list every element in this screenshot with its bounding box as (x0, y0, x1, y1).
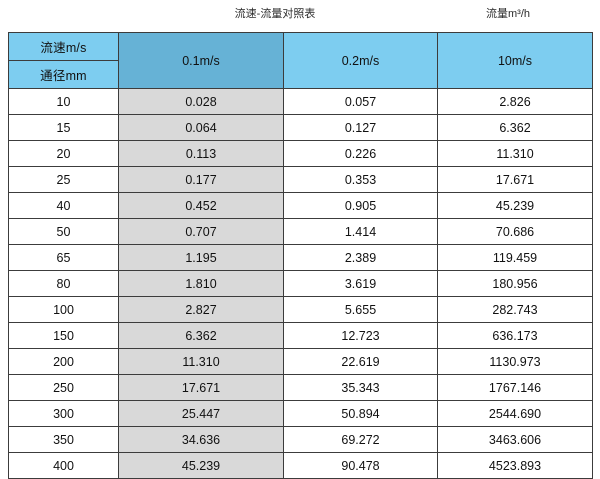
bore-diameter-cell: 150 (8, 322, 119, 349)
table-row: 15 0.064 0.127 6.362 (8, 114, 593, 141)
flow-value-cell: 11.310 (437, 140, 593, 167)
flow-value-cell: 3463.606 (437, 426, 593, 453)
flow-value-cell: 1767.146 (437, 374, 593, 401)
caption-strip: 流速-流量对照表 流量m³/h (0, 0, 600, 31)
flow-value-cell: 50.894 (283, 400, 438, 427)
bore-diameter-cell: 350 (8, 426, 119, 453)
bore-diameter-cell: 200 (8, 348, 119, 375)
flow-value-cell: 282.743 (437, 296, 593, 323)
flow-value-cell: 180.956 (437, 270, 593, 297)
flow-value-cell: 636.173 (437, 322, 593, 349)
flow-value-cell: 70.686 (437, 218, 593, 245)
flow-value-cell: 17.671 (437, 166, 593, 193)
flow-value-cell: 6.362 (118, 322, 284, 349)
flow-value-cell: 0.064 (118, 114, 284, 141)
corner-header-velocity: 流速m/s (8, 32, 119, 61)
chart-title: 流速-流量对照表 (234, 8, 316, 20)
flow-value-cell: 0.452 (118, 192, 284, 219)
flow-value-cell: 45.239 (437, 192, 593, 219)
flow-value-cell: 0.177 (118, 166, 284, 193)
header-row-bottom: 通径mm (8, 60, 593, 89)
table-row: 20 0.113 0.226 11.310 (8, 140, 593, 167)
bore-diameter-cell: 40 (8, 192, 119, 219)
flow-value-cell: 2.389 (283, 244, 438, 271)
bore-diameter-cell: 20 (8, 140, 119, 167)
table-head: 流速m/s 0.1m/s 0.2m/s 10m/s 通径mm (8, 32, 593, 89)
bore-diameter-cell: 15 (8, 114, 119, 141)
flow-velocity-table-container: 流速m/s 0.1m/s 0.2m/s 10m/s 通径mm 10 0.028 0.… (8, 32, 593, 479)
bore-diameter-cell: 50 (8, 218, 119, 245)
bore-diameter-cell: 65 (8, 244, 119, 271)
table-row: 50 0.707 1.414 70.686 (8, 218, 593, 245)
column-header-2: 10m/s (437, 32, 593, 89)
bore-diameter-cell: 300 (8, 400, 119, 427)
flow-value-cell: 0.057 (283, 88, 438, 115)
flow-value-cell: 2544.690 (437, 400, 593, 427)
table-row: 80 1.810 3.619 180.956 (8, 270, 593, 297)
bore-diameter-cell: 100 (8, 296, 119, 323)
flow-value-cell: 5.655 (283, 296, 438, 323)
table-row: 40 0.452 0.905 45.239 (8, 192, 593, 219)
column-header-0: 0.1m/s (118, 32, 284, 89)
bore-diameter-cell: 80 (8, 270, 119, 297)
table-row: 250 17.671 35.343 1767.146 (8, 374, 593, 401)
table-body: 10 0.028 0.057 2.826 15 0.064 0.127 6.362 20 0.11… (8, 88, 593, 479)
table-row: 300 25.447 50.894 2544.690 (8, 400, 593, 427)
flow-value-cell: 6.362 (437, 114, 593, 141)
flow-value-cell: 34.636 (118, 426, 284, 453)
flow-value-cell: 1.195 (118, 244, 284, 271)
table-row: 10 0.028 0.057 2.826 (8, 88, 593, 115)
flow-unit-label: 流量m³/h (486, 8, 530, 20)
column-header-1: 0.2m/s (283, 32, 438, 89)
table-row: 200 11.310 22.619 1130.973 (8, 348, 593, 375)
bore-diameter-cell: 250 (8, 374, 119, 401)
table-row: 100 2.827 5.655 282.743 (8, 296, 593, 323)
flow-value-cell: 0.353 (283, 166, 438, 193)
flow-value-cell: 25.447 (118, 400, 284, 427)
flow-velocity-table: 流速m/s 0.1m/s 0.2m/s 10m/s 通径mm 10 0.028 0.… (8, 32, 593, 479)
table-row: 65 1.195 2.389 119.459 (8, 244, 593, 271)
table-row: 350 34.636 69.272 3463.606 (8, 426, 593, 453)
flow-value-cell: 1.414 (283, 218, 438, 245)
flow-value-cell: 12.723 (283, 322, 438, 349)
flow-value-cell: 0.028 (118, 88, 284, 115)
flow-value-cell: 1130.973 (437, 348, 593, 375)
flow-value-cell: 2.827 (118, 296, 284, 323)
flow-value-cell: 11.310 (118, 348, 284, 375)
bore-diameter-cell: 10 (8, 88, 119, 115)
flow-value-cell: 69.272 (283, 426, 438, 453)
flow-value-cell: 0.127 (283, 114, 438, 141)
flow-value-cell: 22.619 (283, 348, 438, 375)
flow-value-cell: 17.671 (118, 374, 284, 401)
table-row: 150 6.362 12.723 636.173 (8, 322, 593, 349)
corner-header-bore: 通径mm (8, 60, 119, 89)
bore-diameter-cell: 25 (8, 166, 119, 193)
flow-value-cell: 35.343 (283, 374, 438, 401)
flow-value-cell: 0.226 (283, 140, 438, 167)
flow-value-cell: 0.707 (118, 218, 284, 245)
flow-value-cell: 1.810 (118, 270, 284, 297)
flow-value-cell: 0.905 (283, 192, 438, 219)
table-row: 25 0.177 0.353 17.671 (8, 166, 593, 193)
flow-value-cell: 3.619 (283, 270, 438, 297)
flow-value-cell: 119.459 (437, 244, 593, 271)
flow-value-cell: 2.826 (437, 88, 593, 115)
flow-value-cell: 0.113 (118, 140, 284, 167)
header-row-top: 流速m/s 0.1m/s 0.2m/s 10m/s (8, 32, 593, 89)
